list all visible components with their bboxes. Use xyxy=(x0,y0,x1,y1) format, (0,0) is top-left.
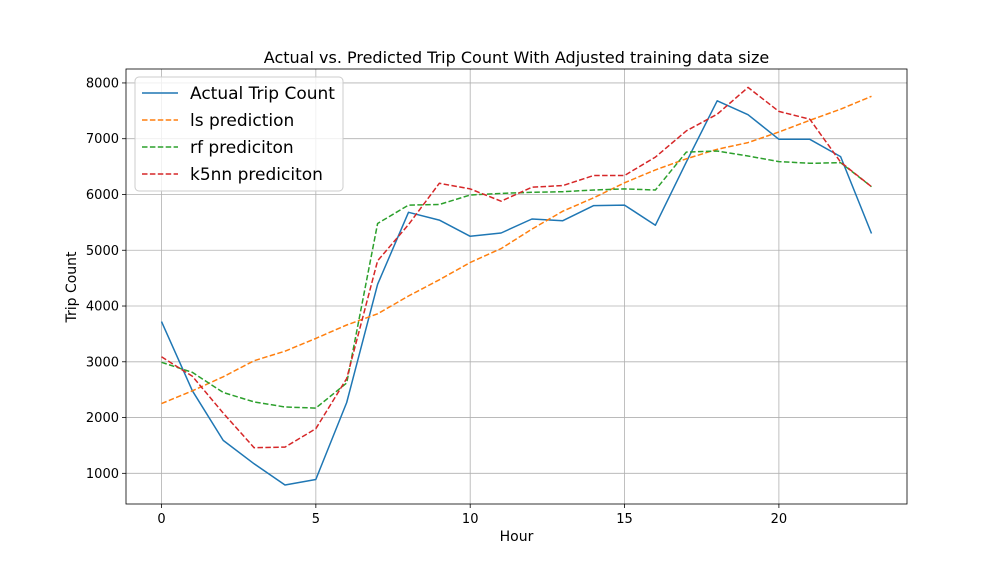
legend-label-1: Actual Trip Count xyxy=(190,84,335,104)
x-tick-label: 15 xyxy=(616,512,633,527)
x-tick-label: 5 xyxy=(312,512,320,527)
legend: Actual Trip Count ls prediction rf predici… xyxy=(134,76,344,192)
series-lines xyxy=(160,86,873,486)
y-tick-label: 8000 xyxy=(86,76,119,91)
y-tick-label: 5000 xyxy=(86,244,119,259)
series-line-2 xyxy=(161,95,872,405)
x-tick-label: 0 xyxy=(157,512,165,527)
series-line-3 xyxy=(161,150,872,409)
y-tick-label: 3000 xyxy=(86,355,119,370)
y-axis: 1000 2000 3000 4000 5000 6000 7000 8000 xyxy=(86,76,126,482)
y-tick-label: 1000 xyxy=(86,467,119,482)
legend-box xyxy=(134,76,344,192)
plot-frame xyxy=(125,68,908,505)
series-line-1 xyxy=(160,100,873,486)
y-tick-label: 7000 xyxy=(86,132,119,147)
chart-title: Actual vs. Predicted Trip Count With Adj… xyxy=(264,48,769,67)
legend-label-4: k5nn prediciton xyxy=(190,165,323,185)
x-tick-label: 20 xyxy=(771,512,788,527)
x-axis-label: Hour xyxy=(500,529,534,545)
legend-label-3: rf prediciton xyxy=(190,138,294,158)
y-tick-label: 6000 xyxy=(86,188,119,203)
x-axis: 0 5 10 15 20 xyxy=(157,504,787,527)
y-tick-label: 4000 xyxy=(86,300,119,315)
legend-label-2: ls prediction xyxy=(190,111,294,131)
y-tick-label: 2000 xyxy=(86,411,119,426)
y-axis-label: Trip Count xyxy=(64,251,80,324)
x-tick-label: 10 xyxy=(462,512,479,527)
